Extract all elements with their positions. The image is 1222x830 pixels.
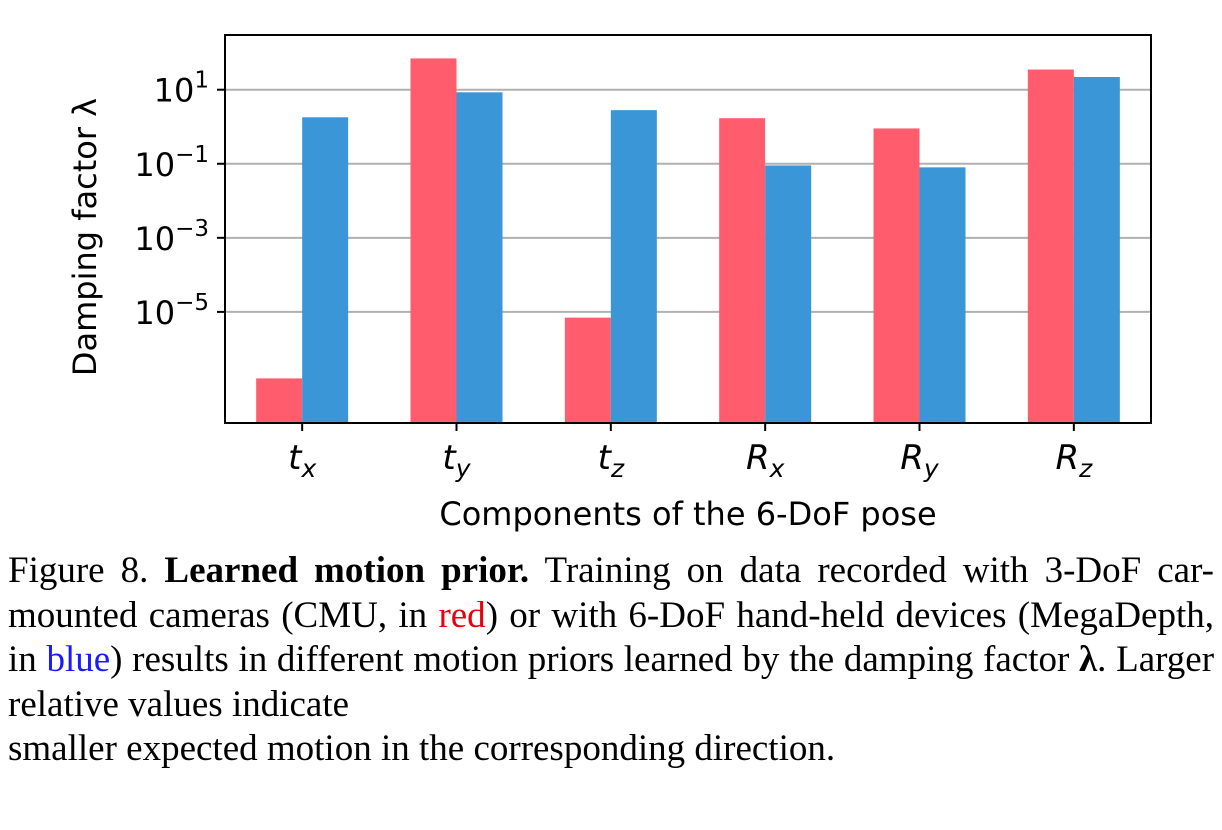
x-tick-label: Ry <box>900 438 940 483</box>
bar-megadepth-Rz <box>1073 77 1120 424</box>
y-tick-label: 10−5 <box>134 290 209 332</box>
caption-blue-word: blue <box>46 639 111 680</box>
caption-text-1: Training on data recorded with 3-DoF car… <box>8 550 1214 636</box>
y-axis-ticks: 101 10−1 10−3 10−5 <box>134 68 225 332</box>
bar-cmu-tz <box>564 317 611 423</box>
y-axis-label: Damping factor λ <box>66 98 104 376</box>
figure-caption: Figure 8. Learned motion prior. Training… <box>8 549 1214 772</box>
x-tick-label: Rx <box>746 438 785 483</box>
caption-title: Learned motion prior. <box>164 550 530 591</box>
caption-text-3: ) results in different motion priors lea… <box>110 639 1070 680</box>
bar-megadepth-tz <box>610 110 657 423</box>
x-axis-label: Components of the 6-DoF pose <box>439 495 936 533</box>
bar-cmu-ty <box>410 58 457 423</box>
y-tick-label: 101 <box>154 68 209 110</box>
bars <box>256 58 1120 424</box>
bar-megadepth-ty <box>456 92 503 424</box>
grid-lines <box>225 88 1151 313</box>
x-tick-label: tz <box>598 438 625 483</box>
plot-frame <box>224 34 1152 424</box>
caption-lambda: λ <box>1078 639 1098 680</box>
bar-cmu-Ry <box>873 128 920 424</box>
caption-text-2: ) or with 6-DoF hand-held devices (MegaD… <box>8 594 1215 681</box>
caption-red-word: red <box>438 594 486 636</box>
figure-label: Figure 8. <box>8 550 149 591</box>
bar-cmu-Rz <box>1027 69 1074 423</box>
caption-text-5: smaller expected motion in the correspon… <box>8 728 836 769</box>
bar-megadepth-tx <box>302 117 349 423</box>
x-tick-label: ty <box>442 438 471 483</box>
caption-text-4: . Larger relative values indicate <box>8 639 1215 725</box>
y-tick-label: 10−1 <box>134 142 209 184</box>
x-tick-label: Rz <box>1055 438 1093 483</box>
bar-megadepth-Rx <box>765 165 812 424</box>
bar-cmu-Rx <box>719 118 766 424</box>
x-axis-ticks: tx ty tz Rx Ry Rz <box>288 423 1093 483</box>
bar-megadepth-Ry <box>919 167 966 423</box>
bar-cmu-tx <box>256 378 303 423</box>
x-tick-label: tx <box>288 438 316 483</box>
y-tick-label: 10−3 <box>134 216 209 258</box>
bar-chart: 101 10−1 10−3 10−5 tx ty tz Rx Ry Rz Components … <box>66 34 1152 533</box>
